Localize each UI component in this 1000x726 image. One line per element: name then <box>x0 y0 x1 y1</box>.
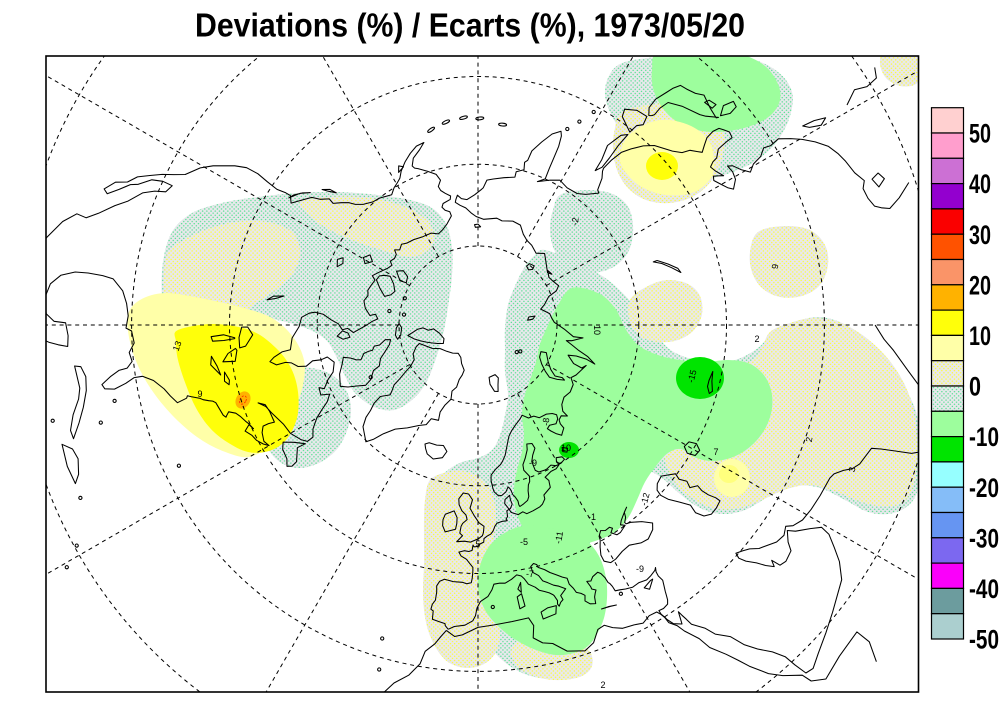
svg-text:-12: -12 <box>639 492 652 507</box>
svg-text:-9: -9 <box>636 564 644 574</box>
svg-text:-7: -7 <box>526 569 534 579</box>
svg-text:7: 7 <box>713 447 718 457</box>
svg-text:-2: -2 <box>569 217 580 227</box>
svg-text:-30: -30 <box>969 523 999 553</box>
svg-text:-40: -40 <box>969 574 999 604</box>
svg-text:-20: -20 <box>969 473 999 503</box>
svg-text:Deviations (%) / Ecarts (%), 1: Deviations (%) / Ecarts (%), 1973/05/20 <box>195 7 745 44</box>
svg-text:-1: -1 <box>588 512 596 522</box>
svg-text:10: 10 <box>592 325 602 335</box>
svg-text:9: 9 <box>197 389 202 399</box>
svg-text:13: 13 <box>171 340 184 353</box>
svg-text:-8: -8 <box>541 417 552 426</box>
svg-text:-9: -9 <box>529 458 537 468</box>
svg-text:3: 3 <box>847 466 858 473</box>
svg-text:2: 2 <box>600 680 605 690</box>
svg-text:9: 9 <box>770 263 781 270</box>
svg-text:5: 5 <box>475 539 480 549</box>
svg-text:20: 20 <box>969 270 991 300</box>
svg-text:50: 50 <box>969 119 991 149</box>
svg-text:-5: -5 <box>520 537 528 547</box>
svg-text:-10: -10 <box>969 422 999 452</box>
svg-text:-15: -15 <box>686 369 699 384</box>
svg-text:2: 2 <box>804 436 815 443</box>
svg-text:0: 0 <box>969 372 981 402</box>
svg-text:10: 10 <box>969 321 991 351</box>
svg-text:30: 30 <box>969 220 991 250</box>
svg-text:2: 2 <box>754 334 759 344</box>
svg-text:-50: -50 <box>969 625 999 655</box>
svg-text:-11: -11 <box>553 531 565 545</box>
svg-text:10: 10 <box>561 443 571 453</box>
svg-text:40: 40 <box>969 169 991 199</box>
